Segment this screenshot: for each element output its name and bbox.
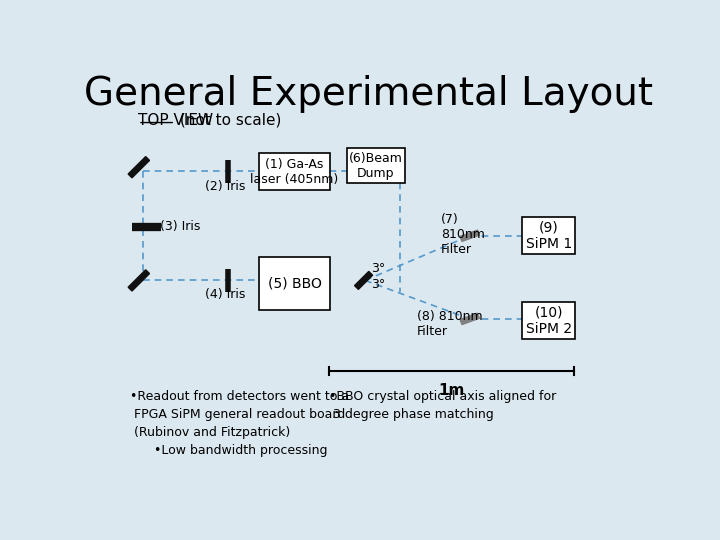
Text: 3°: 3° bbox=[372, 278, 386, 291]
FancyBboxPatch shape bbox=[347, 148, 405, 184]
Text: General Experimental Layout: General Experimental Layout bbox=[84, 75, 654, 113]
Text: •Readout from detectors went to a
 FPGA SiPM general readout board
 (Rubinov and: •Readout from detectors went to a FPGA S… bbox=[130, 390, 349, 457]
Text: (7)
810nm
Filter: (7) 810nm Filter bbox=[441, 213, 485, 255]
Text: (5) BBO: (5) BBO bbox=[268, 276, 322, 291]
Bar bbox=[460, 313, 480, 325]
Text: (3) Iris: (3) Iris bbox=[160, 220, 200, 233]
Bar bbox=[128, 157, 150, 178]
FancyBboxPatch shape bbox=[259, 153, 330, 190]
Text: 1m: 1m bbox=[438, 383, 464, 398]
FancyBboxPatch shape bbox=[523, 217, 575, 254]
Text: (6)Beam
Dump: (6)Beam Dump bbox=[349, 152, 403, 180]
Text: (2) Iris: (2) Iris bbox=[204, 180, 245, 193]
Text: (10)
SiPM 2: (10) SiPM 2 bbox=[526, 305, 572, 335]
FancyBboxPatch shape bbox=[523, 302, 575, 339]
Bar bbox=[460, 230, 480, 241]
Text: TOP VIEW: TOP VIEW bbox=[138, 113, 213, 128]
Bar bbox=[128, 270, 150, 291]
Text: 3°: 3° bbox=[372, 262, 386, 275]
Bar bbox=[354, 272, 373, 289]
Text: (4) Iris: (4) Iris bbox=[204, 288, 245, 301]
Text: (not to scale): (not to scale) bbox=[175, 113, 282, 128]
Text: (9)
SiPM 1: (9) SiPM 1 bbox=[526, 221, 572, 251]
Text: (1) Ga-As
laser (405nm): (1) Ga-As laser (405nm) bbox=[251, 158, 338, 186]
Text: •BBO crystal optical axis aligned for
 3 degree phase matching: •BBO crystal optical axis aligned for 3 … bbox=[329, 390, 556, 421]
FancyBboxPatch shape bbox=[259, 257, 330, 309]
Text: (8) 810nm
Filter: (8) 810nm Filter bbox=[417, 309, 482, 338]
